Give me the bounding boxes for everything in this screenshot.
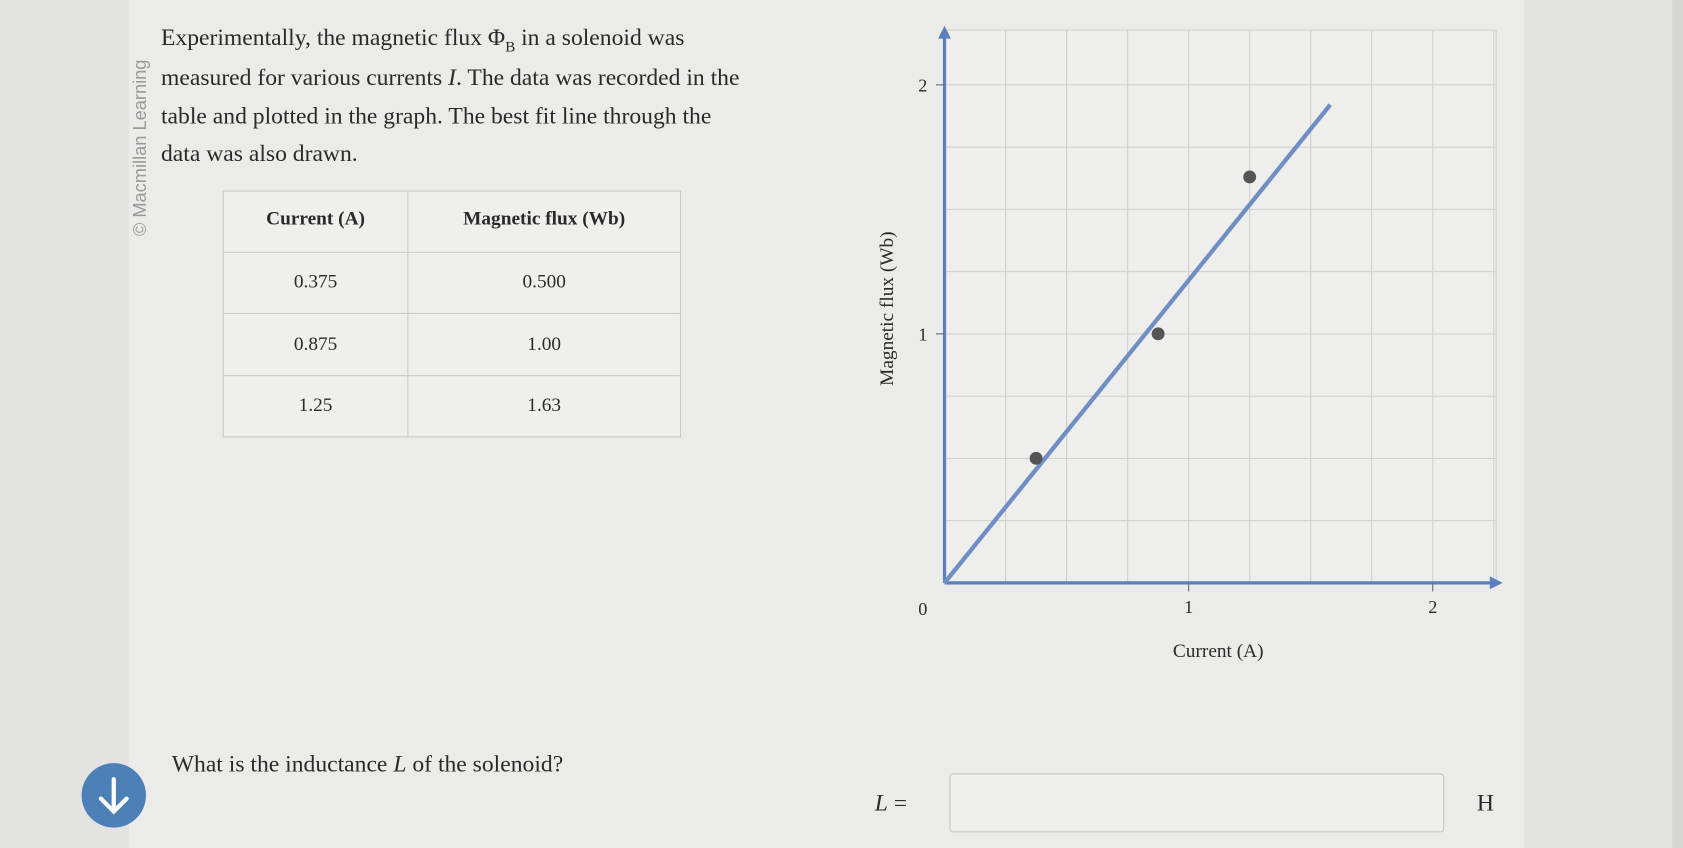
- y-axis-arrow: [938, 25, 951, 39]
- intro-text: . The data was recorded in the: [456, 65, 739, 91]
- table-cell: 0.875: [294, 334, 337, 355]
- chart: 1 2 1 2 0 Current (A) Magnetic flux (Wb): [877, 25, 1503, 662]
- table: [222, 190, 682, 438]
- y-axis-label: Magnetic flux (Wb): [877, 231, 898, 385]
- question-text: of the solenoid?: [406, 752, 563, 778]
- x-axis-label: Current (A): [1173, 641, 1264, 662]
- table-cell: 0.500: [522, 272, 565, 293]
- table-cell: 1.00: [527, 334, 561, 355]
- answer-unit: H: [1477, 790, 1494, 816]
- intro-line: data was also drawn.: [161, 141, 358, 167]
- table-header: Current (A): [266, 208, 365, 229]
- answer-equals: =: [888, 790, 907, 816]
- table-cell: 1.25: [299, 395, 333, 416]
- intro-italic: I: [447, 65, 457, 91]
- origin-label: 0: [918, 599, 927, 619]
- y-tick-label: 2: [918, 75, 927, 95]
- table-header: Magnetic flux (Wb): [463, 208, 625, 229]
- data-point: [1029, 451, 1043, 465]
- scrollbar[interactable]: [1672, 0, 1683, 848]
- question: What is the inductance L of the solenoid…: [172, 752, 563, 778]
- intro-sub: B: [505, 40, 515, 56]
- table-cell: 0.375: [294, 272, 337, 293]
- y-tick-label: 1: [918, 324, 927, 344]
- intro-text: Experimentally, the magnetic flux Φ: [161, 25, 505, 51]
- question-italic: L: [392, 752, 406, 778]
- intro-line: table and plotted in the graph. The best…: [161, 103, 711, 129]
- intro-line: Experimentally, the magnetic flux ΦB in …: [161, 25, 684, 55]
- plot-area: [944, 29, 1497, 584]
- data-point: [1151, 327, 1165, 341]
- answer-label: L =: [874, 790, 907, 816]
- credit: © Macmillan Learning: [129, 60, 150, 237]
- down-arrow-icon: [98, 777, 129, 815]
- table-cell: 1.63: [527, 395, 561, 416]
- x-tick-label: 2: [1428, 597, 1437, 617]
- intro-text: measured for various currents: [161, 65, 448, 91]
- data-point: [1243, 170, 1257, 184]
- intro-line: measured for various currents I. The dat…: [161, 65, 739, 91]
- best-fit-line: [942, 103, 1332, 585]
- x-tick-label: 1: [1184, 597, 1193, 617]
- intro-text: in a solenoid was: [515, 25, 684, 51]
- answer-input[interactable]: [949, 773, 1445, 833]
- x-axis-arrow: [1489, 576, 1503, 590]
- question-text: What is the inductance: [172, 752, 394, 778]
- answer-variable: L: [874, 790, 888, 816]
